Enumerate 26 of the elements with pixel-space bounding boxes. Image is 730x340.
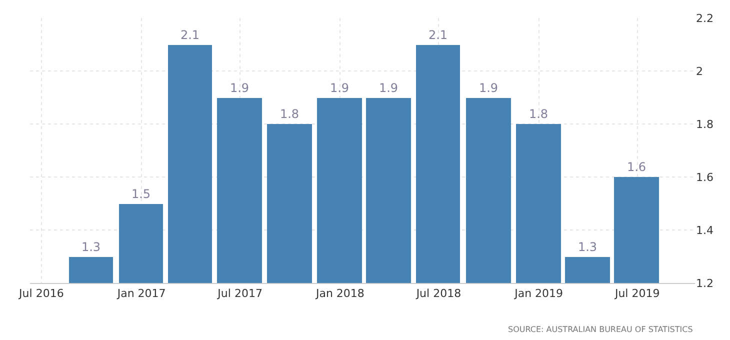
data-label: 1.3 xyxy=(578,240,598,254)
data-label: 1.5 xyxy=(131,187,151,201)
data-label: 1.9 xyxy=(330,81,350,95)
data-label: 1.8 xyxy=(280,107,300,121)
y-tick-label: 2 xyxy=(696,64,703,78)
y-tick-label: 1.8 xyxy=(696,118,714,131)
x-tick-label: Jul 2016 xyxy=(18,287,64,300)
data-label: 2.1 xyxy=(428,28,448,42)
data-label: 2.1 xyxy=(180,28,200,42)
data-label: 1.9 xyxy=(478,81,498,95)
x-tick-label: Jul 2019 xyxy=(614,287,660,300)
data-label: 1.3 xyxy=(81,240,101,254)
x-tick-label: Jan 2017 xyxy=(116,287,166,300)
data-label: 1.9 xyxy=(378,81,398,95)
data-label: 1.6 xyxy=(626,160,646,174)
x-tick-label: Jan 2019 xyxy=(514,287,564,300)
y-tick-label: 2.2 xyxy=(696,12,714,25)
y-tick-label: 1.4 xyxy=(696,224,714,237)
x-tick-label: Jul 2018 xyxy=(415,287,462,300)
x-tick-label: Jul 2017 xyxy=(216,287,262,300)
data-label: 1.9 xyxy=(230,81,250,95)
y-tick-label: 1.6 xyxy=(696,170,714,184)
y-tick-label: 1.2 xyxy=(696,276,714,290)
source-note: SOURCE: AUSTRALIAN BUREAU OF STATISTICS xyxy=(508,325,693,334)
x-tick-label: Jan 2018 xyxy=(314,287,364,300)
data-label: 1.8 xyxy=(528,107,548,121)
